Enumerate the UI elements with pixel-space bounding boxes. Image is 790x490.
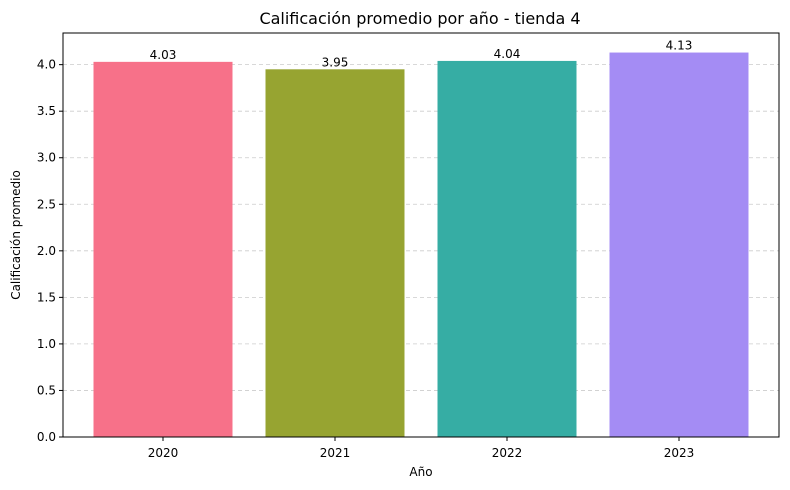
chart-title: Calificación promedio por año - tienda 4 (259, 9, 580, 28)
y-tick-label: 3.5 (37, 104, 56, 118)
y-tick-label: 1.0 (37, 337, 56, 351)
x-tick-label: 2022 (492, 446, 523, 460)
bar-2022 (437, 60, 577, 437)
y-tick-label: 4.0 (37, 58, 56, 72)
y-tick-label: 0.0 (37, 430, 56, 444)
y-axis: 0.0 0.5 1.0 1.5 2.0 2.5 3.0 3.5 4.0 (37, 58, 63, 444)
data-label-2020: 4.03 (150, 48, 177, 62)
y-tick-label: 3.0 (37, 151, 56, 165)
data-label-2021: 3.95 (322, 55, 349, 69)
bar-2023 (609, 52, 749, 437)
bars-group (93, 52, 749, 438)
bar-2020 (93, 61, 233, 437)
y-tick-label: 0.5 (37, 383, 56, 397)
bar-2021 (265, 69, 405, 438)
plot-frame (62, 32, 780, 438)
data-label-2022: 4.04 (494, 47, 521, 61)
x-axis: 2020 2021 2022 2023 (148, 437, 695, 460)
y-tick-label: 2.5 (37, 197, 56, 211)
y-axis-label: Calificación promedio (9, 170, 23, 300)
data-label-2023: 4.13 (666, 39, 693, 53)
x-tick-label: 2021 (320, 446, 351, 460)
data-labels-group: 4.03 3.95 4.04 4.13 (150, 39, 693, 70)
x-tick-label: 2023 (664, 446, 695, 460)
x-axis-label: Año (409, 465, 432, 479)
y-tick-label: 2.0 (37, 244, 56, 258)
y-tick-label: 1.5 (37, 290, 56, 304)
x-tick-label: 2020 (148, 446, 179, 460)
